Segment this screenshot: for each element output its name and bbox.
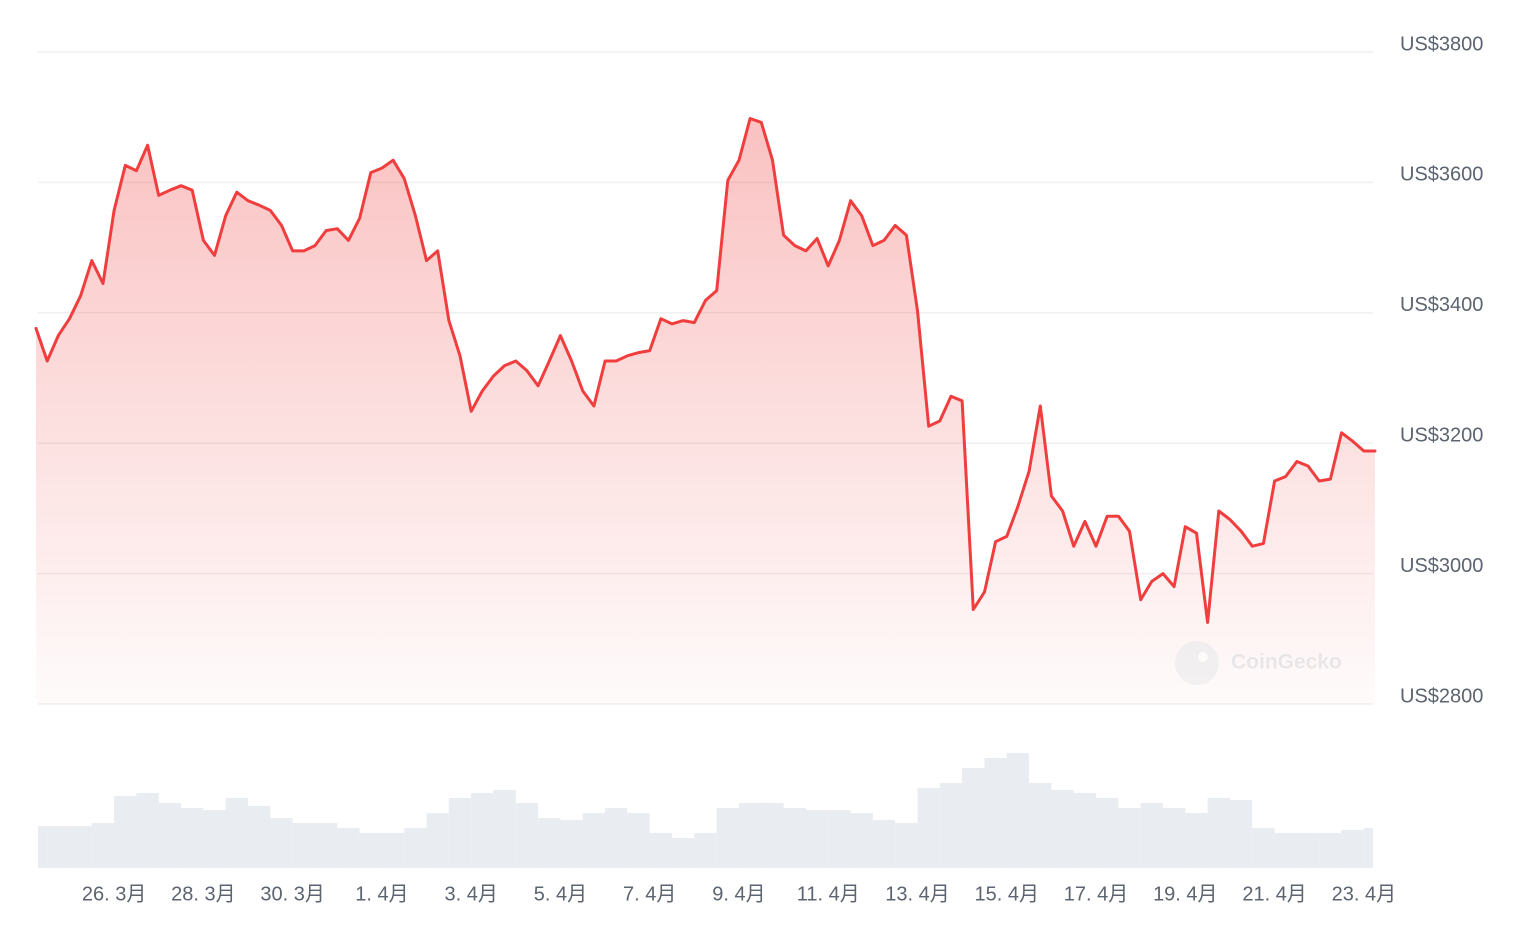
volume-bar xyxy=(605,808,628,868)
volume-bar xyxy=(91,823,115,868)
volume-bar xyxy=(136,793,159,868)
price-area xyxy=(36,118,1375,704)
volume-bar xyxy=(984,758,1007,868)
watermark-logo xyxy=(1175,641,1219,685)
volume-bar xyxy=(114,796,137,868)
volume-bar xyxy=(270,818,293,868)
volume-bar xyxy=(1185,813,1208,868)
volume-bar xyxy=(292,823,315,868)
volume-bar xyxy=(426,813,449,868)
volume-bar xyxy=(1207,798,1230,868)
watermark-text: CoinGecko xyxy=(1231,651,1342,674)
volume-bar xyxy=(872,820,896,868)
volume-bar xyxy=(939,783,963,868)
volume-bar xyxy=(828,810,851,868)
volume-bar xyxy=(47,826,70,868)
x-tick-label: 15. 4月 xyxy=(975,883,1039,905)
volume-bar xyxy=(627,813,650,868)
volume-bar xyxy=(1051,790,1074,868)
plot-layer xyxy=(34,117,1377,704)
volume-bar xyxy=(783,808,806,868)
label-layer: US$2800 US$3000 US$3200 US$3400 US$3600 US$38… xyxy=(82,33,1484,905)
x-tick-label: 26. 3月 xyxy=(82,883,146,905)
volume-bar xyxy=(560,820,583,868)
volume-bar xyxy=(381,833,405,868)
volume-bar xyxy=(649,833,673,868)
volume-layer xyxy=(38,753,1373,868)
volume-bar xyxy=(1363,828,1373,868)
x-tick-label: 23. 4月 xyxy=(1332,883,1396,905)
volume-bar xyxy=(1341,830,1364,868)
x-tick-label: 9. 4月 xyxy=(712,883,765,905)
volume-bar xyxy=(314,823,338,868)
volume-bar xyxy=(515,803,539,868)
volume-bar xyxy=(181,808,204,868)
volume-bar xyxy=(761,803,784,868)
volume-bar xyxy=(1252,828,1275,868)
volume-bar xyxy=(1162,808,1186,868)
y-tick-label: US$3600 xyxy=(1400,164,1483,186)
volume-bar xyxy=(538,818,561,868)
volume-bar xyxy=(1319,833,1342,868)
x-tick-label: 11. 4月 xyxy=(797,883,860,905)
watermark-logo-eye xyxy=(1198,652,1208,662)
volume-bar xyxy=(1096,798,1119,868)
volume-bar xyxy=(359,833,382,868)
volume-bar xyxy=(1296,833,1320,868)
volume-bar xyxy=(38,826,48,868)
volume-bar xyxy=(493,790,516,868)
volume-bar xyxy=(962,768,985,868)
x-tick-label: 1. 4月 xyxy=(355,883,408,905)
volume-bar xyxy=(738,803,762,868)
volume-bar xyxy=(805,810,829,868)
x-tick-label: 17. 4月 xyxy=(1064,883,1128,905)
x-tick-label: 30. 3月 xyxy=(260,883,324,905)
x-tick-label: 21. 4月 xyxy=(1242,883,1306,905)
volume-bar xyxy=(1118,808,1141,868)
volume-bar xyxy=(448,798,472,868)
volume-bar xyxy=(1006,753,1030,868)
volume-bar xyxy=(1140,803,1163,868)
volume-bar xyxy=(337,828,360,868)
x-tick-label: 13. 4月 xyxy=(885,883,949,905)
volume-bar xyxy=(203,810,226,868)
volume-bar xyxy=(1073,793,1097,868)
volume-bar xyxy=(1229,800,1253,868)
x-tick-label: 19. 4月 xyxy=(1153,883,1217,905)
x-tick-label: 5. 4月 xyxy=(534,883,587,905)
volume-bar xyxy=(694,833,717,868)
volume-bar xyxy=(917,788,940,868)
volume-bar xyxy=(582,813,606,868)
x-tick-label: 3. 4月 xyxy=(444,883,497,905)
y-tick-label: US$3200 xyxy=(1400,424,1483,446)
watermark: CoinGecko xyxy=(1175,641,1342,685)
y-tick-label: US$3000 xyxy=(1400,555,1483,577)
volume-bar xyxy=(471,793,494,868)
y-tick-label: US$3800 xyxy=(1400,33,1483,55)
volume-bar xyxy=(404,828,427,868)
volume-bar xyxy=(248,806,271,868)
volume-bar xyxy=(225,798,249,868)
volume-bar xyxy=(716,808,739,868)
x-tick-label: 7. 4月 xyxy=(623,883,676,905)
volume-bar xyxy=(895,823,918,868)
volume-bar xyxy=(69,826,92,868)
volume-bar xyxy=(158,803,182,868)
x-tick-label: 28. 3月 xyxy=(171,883,235,905)
volume-bar xyxy=(672,838,695,868)
y-tick-label: US$2800 xyxy=(1400,685,1483,707)
volume-bar xyxy=(850,813,873,868)
y-tick-label: US$3400 xyxy=(1400,294,1483,316)
price-line xyxy=(34,117,1377,624)
volume-bar xyxy=(1029,783,1052,868)
volume-bar xyxy=(1274,833,1297,868)
